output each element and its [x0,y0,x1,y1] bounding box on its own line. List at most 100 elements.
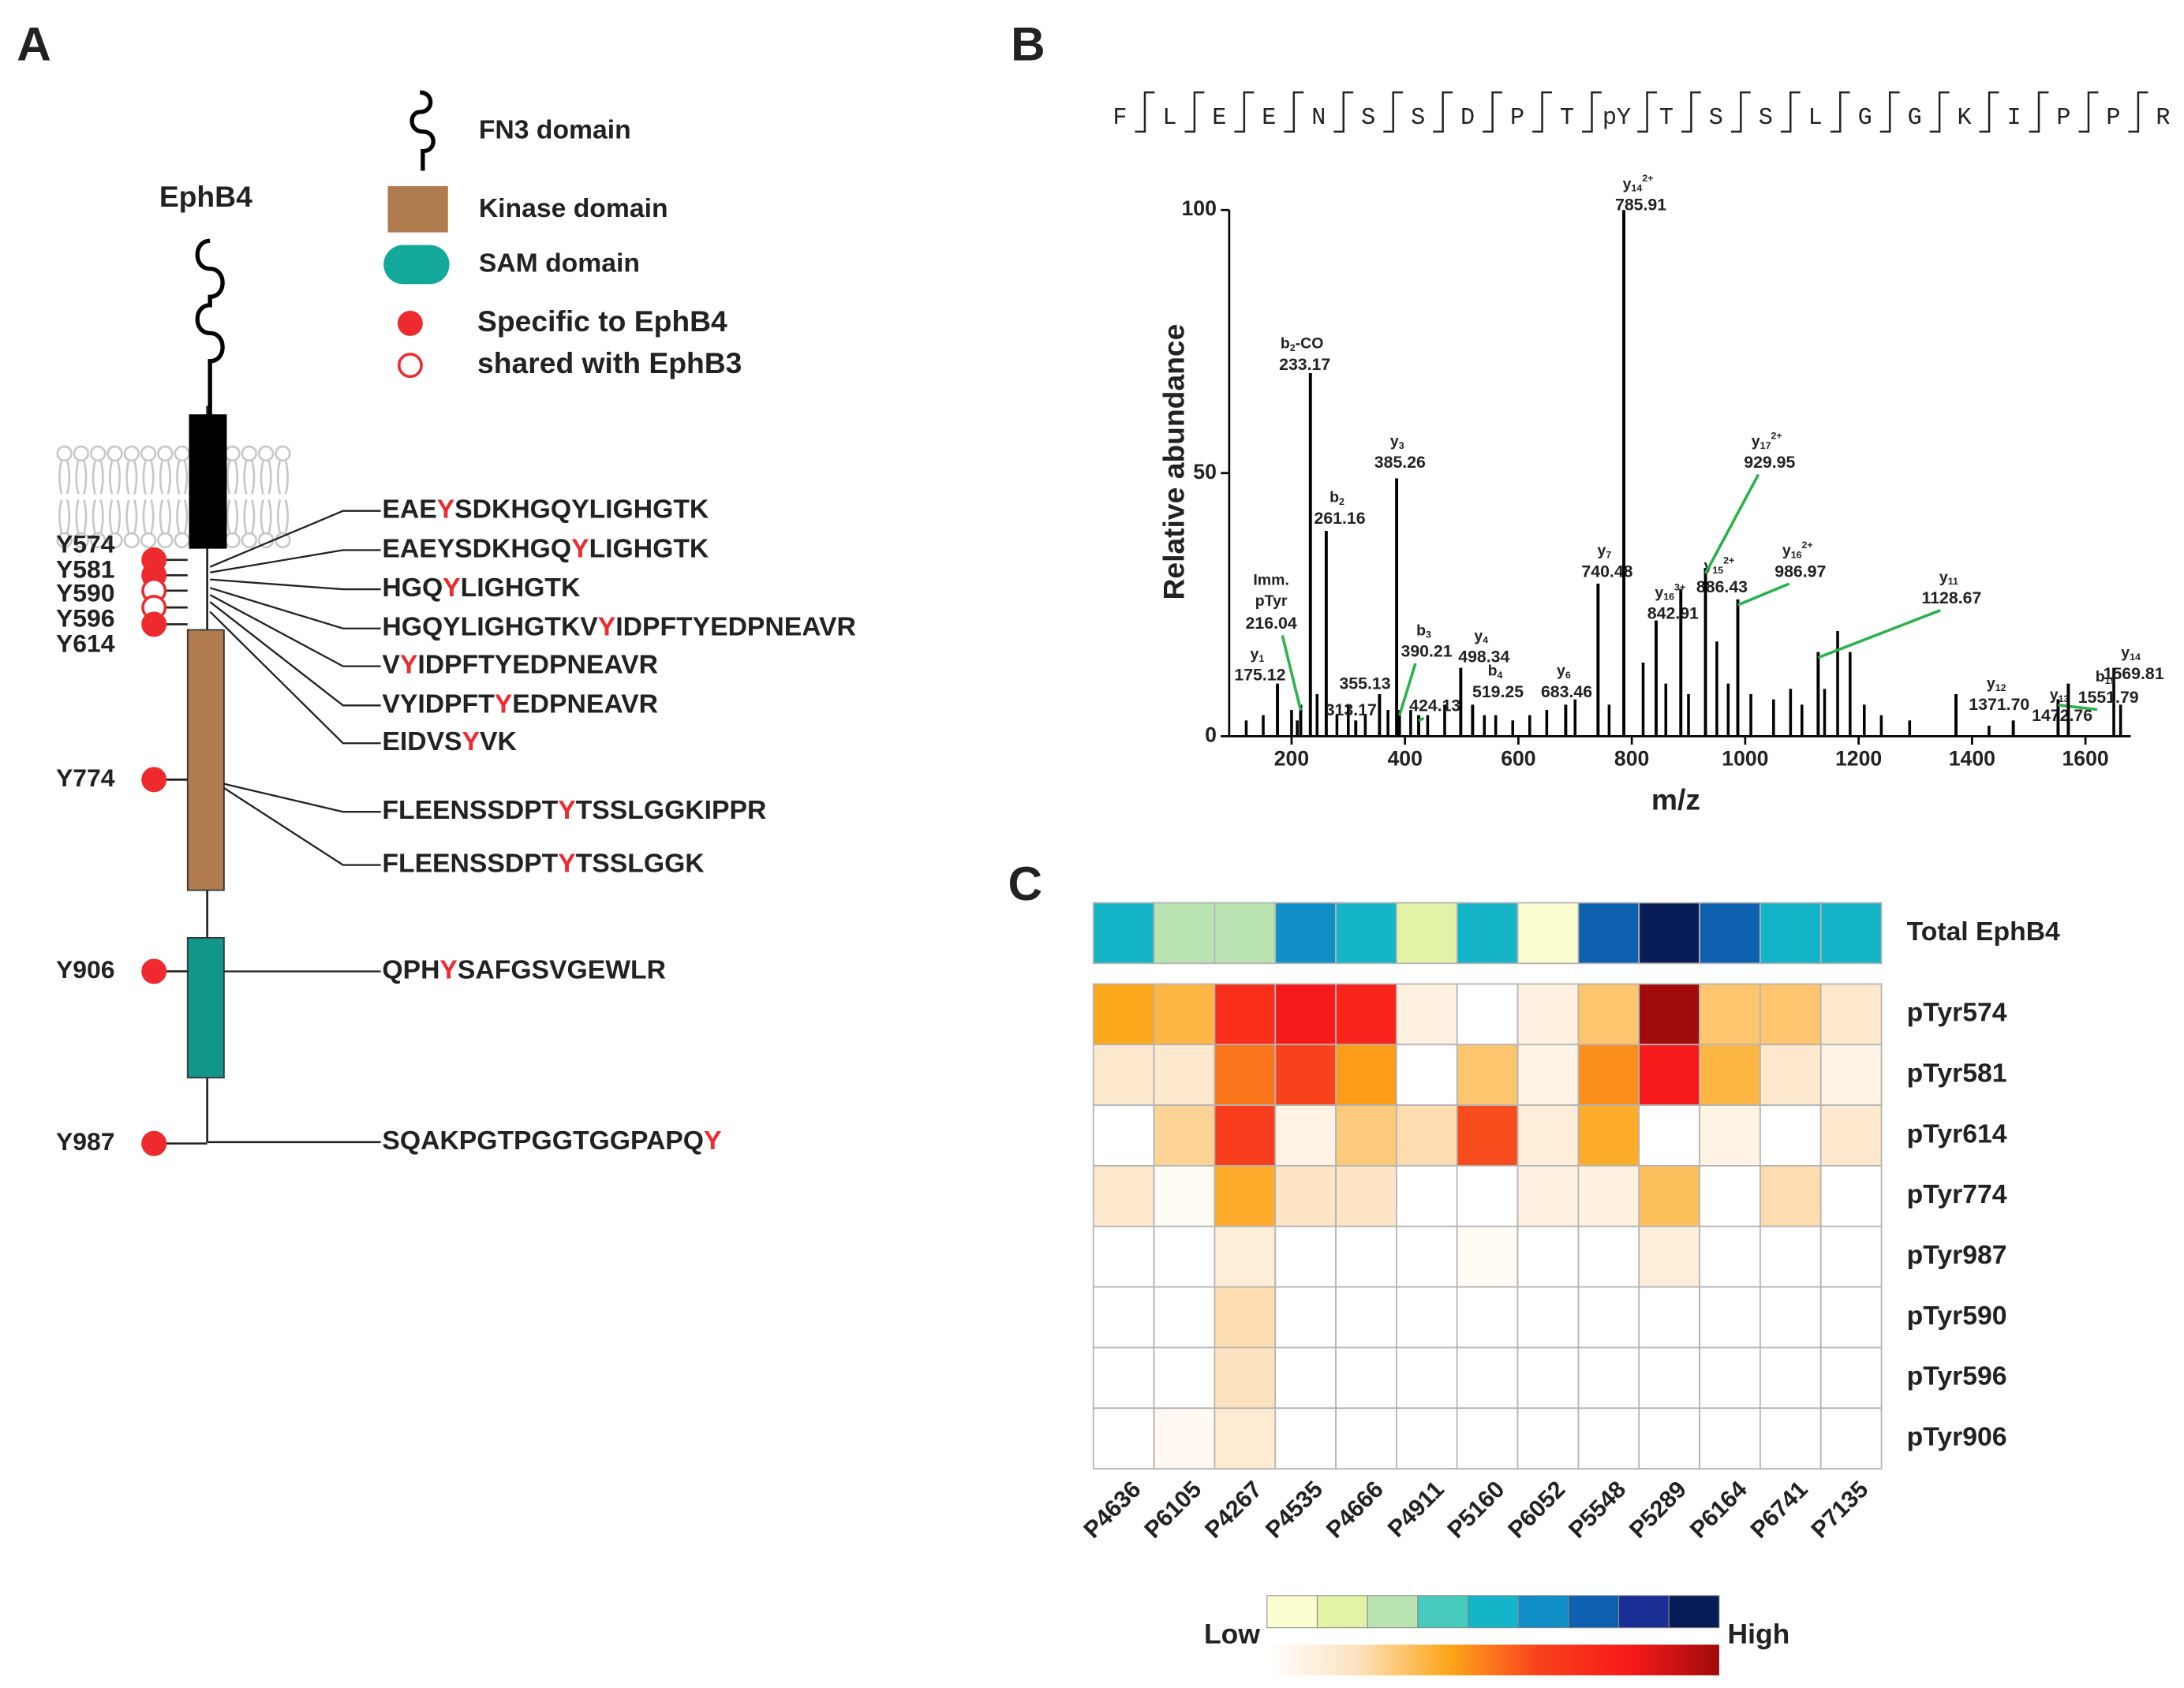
peptide-part: SQAKPGTPGGTGGPAPQ [382,1126,704,1156]
ion-index: 7 [1606,550,1611,561]
lipid-head [140,445,157,462]
heatmap-cell [1456,983,1519,1046]
row-label: pTyr774 [1907,1179,2007,1209]
colorbar-swatch [1367,1595,1419,1629]
colorbar-swatch [1316,1595,1368,1629]
legend-label: Kinase domain [479,193,668,223]
residue: T [1659,105,1674,132]
heatmap-cell [1092,1165,1155,1227]
fragment-bracket [1532,91,1552,133]
protein-name: EphB4 [159,180,252,213]
heatmap-cell [1335,983,1397,1046]
heatmap-cell [1456,1165,1519,1227]
heatmap-cell [1819,902,1883,965]
heatmap-cell [1092,1346,1155,1410]
fragment-bracket [1333,91,1354,133]
heatmap-cell [1214,1225,1277,1288]
residue: T [1560,105,1574,132]
peptide-connector [209,587,381,629]
peptide-part: HGQ [382,573,443,603]
residue: K [1958,105,1973,132]
leader-line [1817,609,1941,659]
heatmap-cell [1396,902,1458,965]
lipid-tail [159,499,171,534]
residue: S [1759,105,1773,132]
peptide: QPHYSAFGSVGEWLR [382,954,666,984]
ion-label: Imm. [1253,572,1289,589]
specific-site [141,958,167,984]
peptide-part: FLEENSSDPT [382,849,558,879]
heatmap-cell [1699,1286,1761,1349]
ion-charge: 2+ [1771,431,1782,442]
residue: E [1212,105,1226,132]
lipid-tail [226,499,239,534]
heatmap-cell [1577,1286,1640,1349]
heatmap-cell [1516,1165,1580,1227]
heatmap-cell [1456,1286,1519,1349]
phospho-site: Y [558,849,575,879]
ion-base: y [1782,542,1791,559]
heatmap-cell [1819,1044,1883,1106]
heatmap-cell [1516,1104,1580,1167]
peak-mz-label: 1551.79 [2078,688,2139,707]
ion-label: y12 [1987,675,2006,693]
lipid-tail [92,499,104,534]
ion-label: y163+ [1655,582,1685,603]
ion-charge: 2+ [1642,173,1653,184]
peptide-part: V [382,650,400,680]
heatmap-cell [1516,1407,1580,1470]
leader-line [1418,716,1425,723]
leader-line [1281,635,1303,711]
peptide-part: FLEENSSDPT [382,795,558,825]
row-label: pTyr906 [1907,1422,2007,1452]
colorbar-swatch [1266,1595,1318,1629]
lipid-head [174,532,190,549]
peptide-connector [209,510,381,568]
peptide-part: LIGHGTK [589,533,709,563]
lipid-tail [276,499,289,534]
peak-mz-label: 1128.67 [1922,588,1982,607]
peak-mz-label: 233.17 [1279,355,1330,374]
heatmap-cell [1153,983,1216,1046]
site-label: Y574 [56,529,115,558]
lipid-tail [226,460,239,495]
peak-mz-label: 355.13 [1339,674,1390,693]
ion-index: 3 [1399,440,1404,451]
ion-label: y142+ [1623,173,1654,193]
ion-index: 12 [1995,682,2006,693]
ion-base: y [1623,175,1632,192]
heatmap-cell [1516,1044,1580,1106]
lipid-tail [176,460,189,495]
heatmap-cell [1214,1407,1277,1470]
fragment-bracket [1483,91,1503,133]
ion-label: b2 [1329,489,1344,507]
ion-label: y7 [1598,542,1612,560]
column-label: P6741 [1746,1477,1813,1544]
panel-label: A [17,17,51,70]
heatmap-cell [1153,1165,1216,1227]
x-tick-label: 200 [1274,747,1309,771]
residue: I [2006,105,2021,132]
y-axis-label: Relative abundance [1157,324,1190,600]
site-label: Y774 [56,764,115,792]
ion-label: y1 [1250,646,1264,664]
ion-index: 4 [1483,635,1488,646]
site-label: Y596 [56,604,115,633]
ion-index: 2 [1290,342,1296,353]
heatmap-cell [1819,983,1883,1046]
residue: P [1510,105,1524,132]
x-tick-label: 400 [1387,747,1422,771]
heatmap-cell [1819,1346,1883,1410]
heatmap-cell [1274,1407,1337,1470]
residue: N [1311,105,1326,132]
lipid-head [241,532,258,549]
fragment-bracket [1830,91,1850,133]
row-label: pTyr574 [1907,998,2007,1028]
x-axis-label: m/z [1651,783,1700,816]
peptide: FLEENSSDPTYTSSLGGKIPPR [382,795,766,825]
peptide-part: IDPFTYEDPNEAVR [417,650,658,680]
fragment-bracket [2078,91,2099,133]
heatmap-cell [1274,1346,1337,1410]
lipid-tail [75,499,88,534]
